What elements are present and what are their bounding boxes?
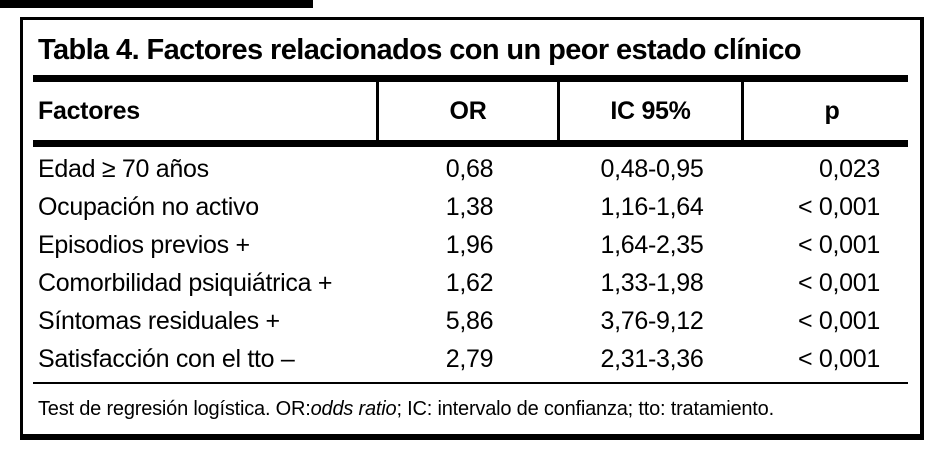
footnote-text-prefix: Test de regresión logística. OR: — [38, 397, 311, 420]
ic-cell: 2,31-3,36 — [600, 344, 704, 373]
column-header-ic95: IC 95% — [560, 82, 744, 140]
or-cell: 1,38 — [445, 192, 494, 221]
p-cell: 0,023 — [818, 154, 880, 183]
table-container: Tabla 4. Factores relacionados con un pe… — [20, 17, 924, 440]
footnote-divider-rule — [33, 382, 908, 384]
table-title: Tabla 4. Factores relacionados con un pe… — [38, 34, 802, 66]
header-divider-rule — [33, 140, 908, 147]
factor-cell: Edad ≥ 70 años — [38, 154, 209, 183]
top-rule-fragment — [0, 0, 313, 8]
p-cell: < 0,001 — [797, 344, 880, 373]
table-body: Edad ≥ 70 años 0,68 0,48-0,95 0,023 Ocup… — [23, 147, 920, 382]
p-cell: < 0,001 — [797, 230, 880, 259]
ic-cell: 1,33-1,98 — [600, 268, 704, 297]
table-title-row: Tabla 4. Factores relacionados con un pe… — [23, 20, 920, 75]
ic-cell: 1,16-1,64 — [600, 192, 704, 221]
factor-cell: Comorbilidad psiquiátrica + — [38, 268, 333, 297]
header-row: Factores OR IC 95% p — [23, 82, 920, 140]
ic-cell: 0,48-0,95 — [600, 154, 704, 183]
or-cell: 0,68 — [445, 154, 494, 183]
title-divider-rule — [33, 75, 908, 82]
factor-cell: Episodios previos + — [38, 230, 250, 259]
factor-cell: Síntomas residuales + — [38, 306, 280, 335]
p-cell: < 0,001 — [797, 268, 880, 297]
p-cell: < 0,001 — [797, 192, 880, 221]
column-header-factores: Factores — [23, 82, 379, 140]
factor-cell: Ocupación no activo — [38, 192, 259, 221]
ic-cell: 3,76-9,12 — [600, 306, 704, 335]
footnote-text-suffix: ; IC: intervalo de confianza; tto: trata… — [396, 397, 774, 420]
table-row: Edad ≥ 70 años 0,68 0,48-0,95 0,023 — [23, 150, 920, 188]
footnote-italic-term: odds ratio — [310, 397, 397, 420]
footnote: Test de regresión logística. OR: odds ra… — [23, 384, 920, 434]
factor-cell: Satisfacción con el tto – — [38, 344, 295, 373]
ic-cell: 1,64-2,35 — [600, 230, 704, 259]
table-row: Ocupación no activo 1,38 1,16-1,64 < 0,0… — [23, 188, 920, 226]
or-cell: 2,79 — [445, 344, 494, 373]
table-row: Satisfacción con el tto – 2,79 2,31-3,36… — [23, 340, 920, 378]
or-cell: 1,96 — [445, 230, 494, 259]
column-header-p: p — [824, 96, 840, 125]
table-row: Síntomas residuales + 5,86 3,76-9,12 < 0… — [23, 302, 920, 340]
table-row: Episodios previos + 1,96 1,64-2,35 < 0,0… — [23, 226, 920, 264]
or-cell: 1,62 — [445, 268, 494, 297]
column-header-or: OR — [379, 82, 560, 140]
p-cell: < 0,001 — [797, 306, 880, 335]
or-cell: 5,86 — [445, 306, 494, 335]
table-row: Comorbilidad psiquiátrica + 1,62 1,33-1,… — [23, 264, 920, 302]
